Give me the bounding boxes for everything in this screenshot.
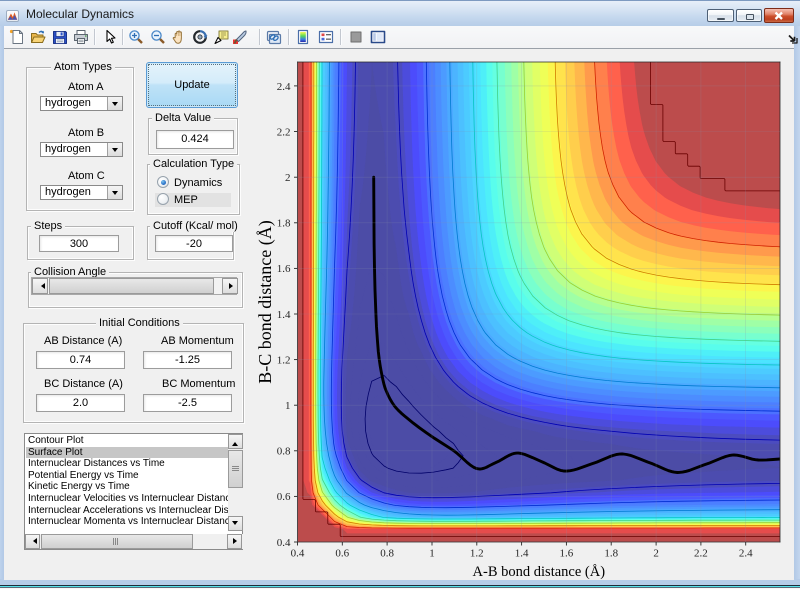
svg-text:0.8: 0.8 [380,548,394,560]
svg-text:2.2: 2.2 [694,548,708,560]
svg-text:1.8: 1.8 [277,218,291,230]
svg-text:1.8: 1.8 [604,548,618,560]
svg-text:2.4: 2.4 [277,81,291,93]
svg-text:1: 1 [285,400,291,412]
svg-text:0.6: 0.6 [277,491,291,503]
svg-text:1.4: 1.4 [277,309,291,321]
svg-text:2: 2 [653,548,659,560]
svg-text:1.2: 1.2 [277,354,291,366]
svg-text:2: 2 [285,172,291,184]
svg-text:1.4: 1.4 [515,548,529,560]
svg-text:1: 1 [429,548,435,560]
svg-text:1.6: 1.6 [560,548,574,560]
svg-text:1.6: 1.6 [277,263,291,275]
svg-text:A-B bond distance (Å): A-B bond distance (Å) [473,564,606,580]
svg-text:1.2: 1.2 [470,548,484,560]
svg-text:0.8: 0.8 [277,446,291,458]
svg-text:B-C bond distance (Å): B-C bond distance (Å) [255,220,276,383]
svg-text:0.6: 0.6 [335,548,349,560]
svg-text:2.2: 2.2 [277,126,291,138]
svg-text:0.4: 0.4 [277,537,291,549]
svg-text:0.4: 0.4 [291,548,305,560]
svg-text:2.4: 2.4 [739,548,753,560]
